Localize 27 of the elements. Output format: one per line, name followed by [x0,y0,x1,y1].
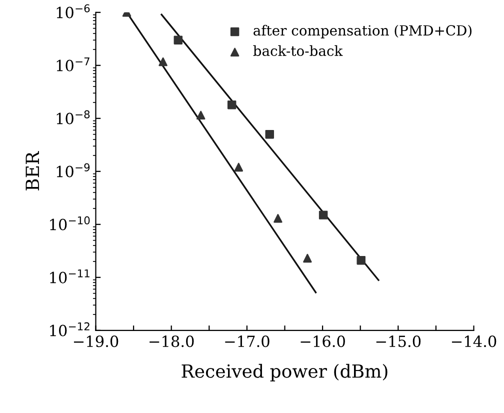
point [318,210,328,220]
point [356,256,366,265]
point [274,214,282,223]
y-tick-label: 10$^{−10}$ [50,216,90,230]
legend-label: back-to-back [253,45,343,56]
point [303,254,312,263]
point [158,57,168,66]
point [227,100,236,110]
x-tick-label: −14.0 [452,336,496,348]
x-tick-label: −18.0 [150,336,194,348]
point [234,162,244,172]
x-tick-label: −15.0 [376,336,421,348]
y-tick-label: 10$^{−6}$ [56,4,90,18]
x-tick-label: −19.0 [74,336,118,348]
y-tick-label: 10$^{−8}$ [56,110,90,124]
point [174,36,183,44]
y-tick-label: 10$^{−11}$ [50,269,90,284]
y-tick-label: 10$^{−12}$ [50,322,90,336]
y-tick-label: 10$^{−7}$ [56,57,90,72]
x-tick-label: −16.0 [300,336,345,348]
y-axis-title: BER [26,150,39,190]
x-axis-title: Received power (dBm) [182,364,388,382]
x-tick-label: −17.0 [225,336,270,348]
point [265,130,274,139]
point [196,110,206,120]
y-tick-label: 10$^{−9}$ [56,163,90,178]
legend-label: after compensation (PMD+CD) [254,24,472,38]
